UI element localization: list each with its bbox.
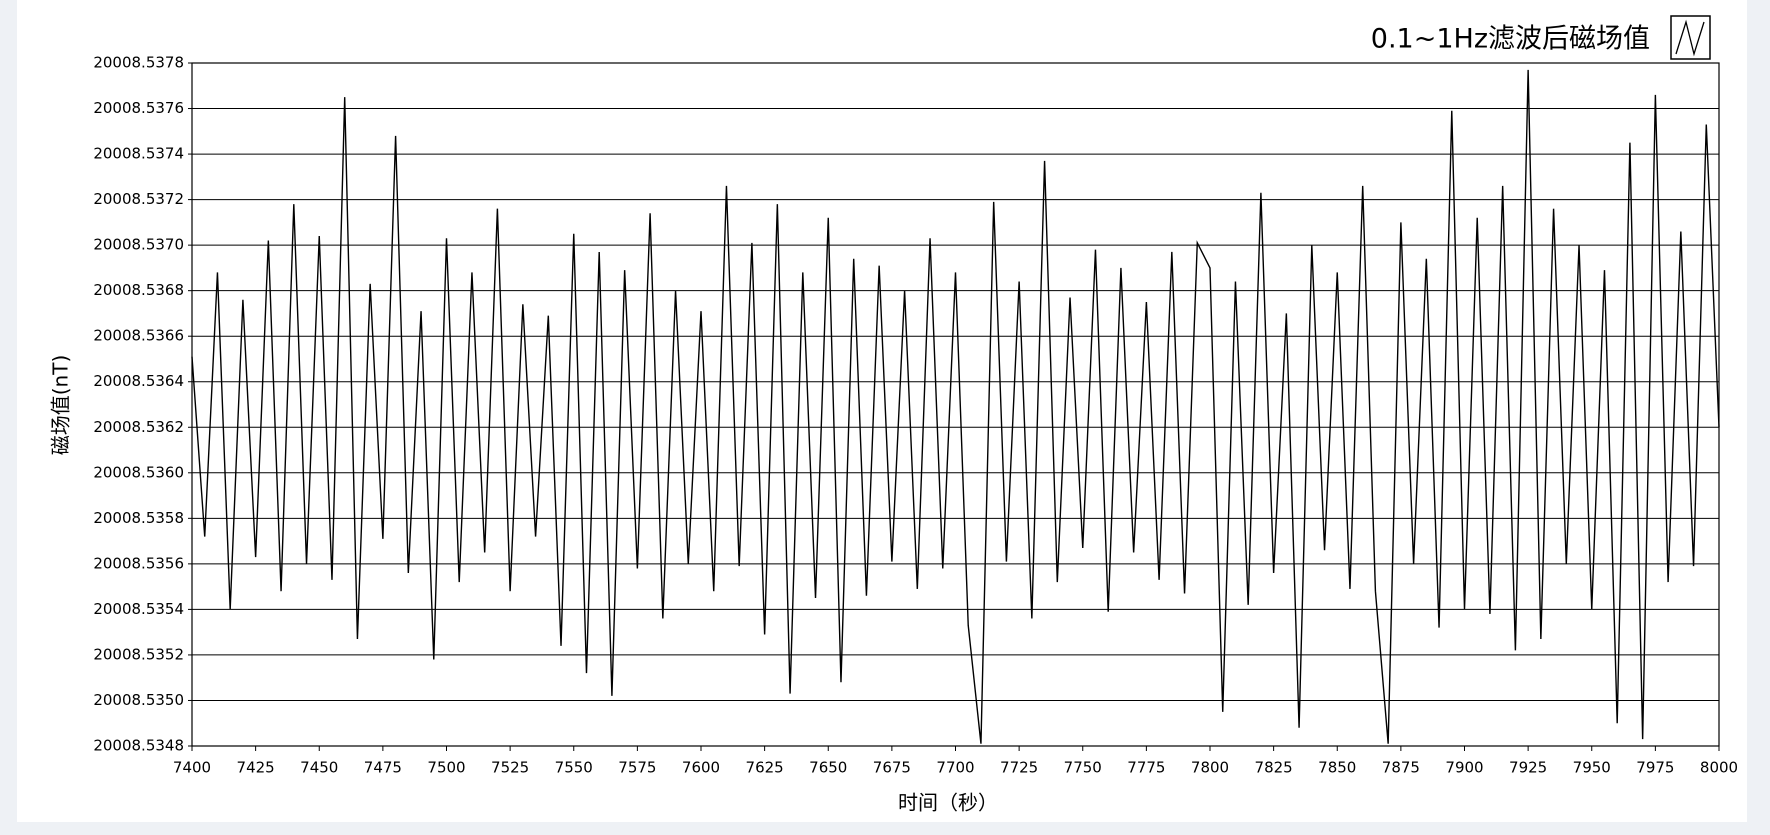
y-tick-label: 20008.5358 (93, 509, 184, 527)
y-tick-label: 20008.5362 (93, 418, 184, 436)
x-tick-label: 7800 (1191, 759, 1229, 777)
x-tick-label: 7675 (873, 759, 911, 777)
y-tick-label: 20008.5370 (93, 236, 184, 254)
y-tick-label: 20008.5364 (93, 372, 184, 390)
plot-area (191, 62, 1720, 747)
y-tick-label: 20008.5356 (93, 554, 184, 572)
x-tick-label: 7625 (746, 759, 784, 777)
x-tick-label: 7925 (1509, 759, 1547, 777)
x-axis-label: 时间（秒） (898, 791, 998, 815)
y-tick-label: 20008.5378 (93, 54, 184, 72)
x-tick-label: 7600 (682, 759, 720, 777)
x-tick-label: 7400 (173, 759, 211, 777)
x-tick-label: 7950 (1573, 759, 1611, 777)
x-tick-label: 7475 (364, 759, 402, 777)
x-tick-label: 8000 (1700, 759, 1738, 777)
y-tick-label: 20008.5352 (93, 645, 184, 663)
y-tick-label: 20008.5350 (93, 691, 184, 709)
x-tick-label: 7425 (237, 759, 275, 777)
x-tick-label: 7700 (936, 759, 974, 777)
legend-label: 0.1~1Hz滤波后磁场值 (1371, 24, 1650, 55)
x-tick-label: 7825 (1255, 759, 1293, 777)
x-tick-label: 7575 (618, 759, 656, 777)
y-tick-label: 20008.5376 (93, 99, 184, 117)
y-tick-label: 20008.5372 (93, 190, 184, 208)
x-tick-label: 7900 (1445, 759, 1483, 777)
y-tick-label: 20008.5354 (93, 600, 184, 618)
y-tick-label: 20008.5348 (93, 737, 184, 755)
x-tick-label: 7850 (1318, 759, 1356, 777)
x-tick-label: 7875 (1382, 759, 1420, 777)
y-tick-label: 20008.5374 (93, 145, 184, 163)
legend-icon (1675, 19, 1705, 57)
x-tick-label: 7650 (809, 759, 847, 777)
y-axis-label: 磁场值(nT) (49, 355, 73, 456)
y-tick-label: 20008.5360 (93, 463, 184, 481)
x-tick-label: 7775 (1127, 759, 1165, 777)
y-tick-label: 20008.5368 (93, 281, 184, 299)
x-tick-label: 7500 (427, 759, 465, 777)
x-tick-label: 7750 (1064, 759, 1102, 777)
y-tick-label: 20008.5366 (93, 327, 184, 345)
x-tick-label: 7725 (1000, 759, 1038, 777)
x-tick-label: 7450 (300, 759, 338, 777)
x-tick-label: 7975 (1636, 759, 1674, 777)
x-tick-label: 7550 (555, 759, 593, 777)
x-tick-label: 7525 (491, 759, 529, 777)
data-line (191, 69, 1720, 744)
